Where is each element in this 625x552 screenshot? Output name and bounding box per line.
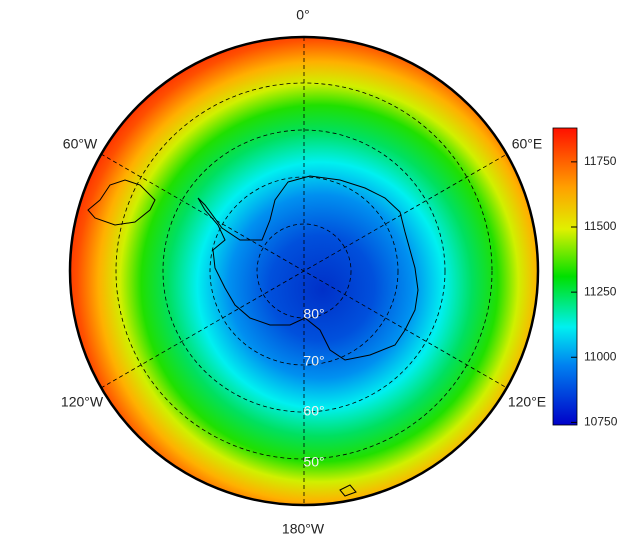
lon-label: 0° [296, 7, 309, 23]
lat-label: 50° [303, 454, 324, 470]
lat-label: 70° [303, 353, 324, 369]
lon-label: 180°W [282, 521, 325, 537]
lon-label: 120°E [508, 394, 546, 410]
colorbar [552, 127, 578, 426]
tick-label: 10750 [584, 415, 618, 429]
colorbar-ticks: 10750 11000 11250 11500 11750 [571, 154, 618, 429]
tick-label: 11250 [584, 284, 617, 298]
lat-label: 80° [303, 306, 324, 322]
lon-label: 120°W [61, 394, 104, 410]
lon-label: 60°W [63, 136, 98, 152]
lon-label: 60°E [512, 136, 543, 152]
map-border [68, 35, 540, 507]
graticule [100, 37, 508, 505]
tick-label: 11000 [584, 349, 617, 363]
coastlines [87, 175, 419, 497]
lat-label: 60° [303, 403, 324, 419]
tick-label: 11750 [584, 154, 617, 168]
tick-label: 11500 [584, 219, 617, 233]
